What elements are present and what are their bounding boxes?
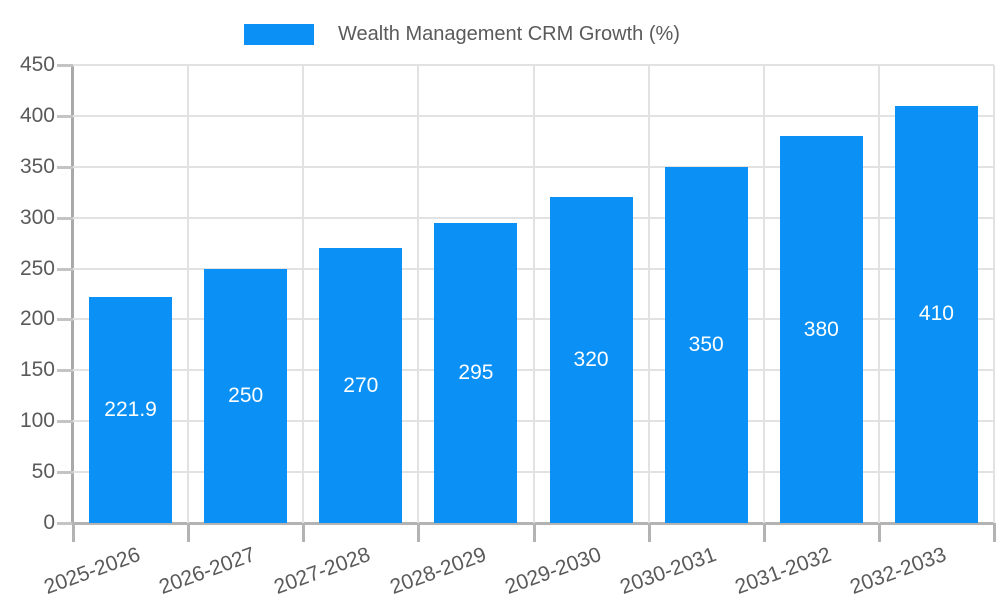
v-gridline (993, 65, 995, 523)
x-tick-mark (302, 523, 306, 542)
y-tick-label: 200 (19, 307, 55, 331)
bar-value-label: 380 (803, 317, 839, 341)
bar-value-label: 320 (573, 348, 609, 372)
y-tick-mark (57, 165, 73, 169)
x-tick-label: 2029-2030 (501, 543, 604, 599)
bar (319, 248, 403, 523)
bar-value-label: 350 (688, 332, 724, 356)
legend: Wealth Management CRM Growth (%) (244, 23, 680, 46)
bar-value-label: 410 (918, 302, 954, 326)
bar (434, 222, 518, 523)
y-tick-mark (57, 471, 73, 475)
legend-label: Wealth Management CRM Growth (%) (338, 23, 680, 45)
bar-value-label: 295 (458, 360, 494, 384)
y-axis-line (71, 65, 74, 523)
v-gridline (647, 65, 650, 523)
v-gridline (532, 65, 535, 523)
y-tick-label: 300 (19, 205, 55, 229)
y-tick-label: 250 (19, 256, 55, 280)
y-tick-mark (57, 267, 73, 271)
x-tick-mark (993, 523, 996, 542)
bar (894, 105, 978, 523)
y-tick-label: 150 (19, 358, 55, 382)
v-gridline (302, 65, 305, 523)
x-tick-label: 2032-2033 (847, 543, 950, 599)
x-tick-label: 2028-2029 (386, 543, 489, 599)
bar-value-label: 250 (228, 383, 264, 407)
x-tick-label: 2031-2032 (731, 543, 835, 599)
y-tick-mark (57, 420, 73, 424)
x-tick-label: 2027-2028 (271, 543, 374, 599)
y-tick-mark (57, 522, 73, 525)
y-tick-mark (57, 369, 73, 373)
bar (664, 166, 748, 523)
v-gridline (762, 65, 765, 523)
y-tick-mark (57, 114, 73, 118)
y-tick-mark (57, 216, 73, 220)
bar (89, 297, 173, 523)
x-tick-mark (877, 523, 881, 542)
bar-value-label: 270 (343, 373, 379, 397)
y-tick-mark (57, 318, 73, 322)
y-tick-label: 450 (19, 53, 55, 76)
bar-value-label: 221.9 (104, 398, 157, 422)
v-gridline (877, 65, 880, 523)
x-tick-mark (762, 523, 766, 542)
y-tick-label: 50 (31, 460, 55, 484)
v-gridline (417, 65, 420, 523)
x-tick-label: 2030-2031 (616, 543, 720, 599)
y-tick-label: 400 (19, 103, 55, 127)
x-tick-mark (532, 523, 536, 542)
x-tick-label: 2025-2026 (41, 543, 144, 599)
y-tick-mark (57, 64, 73, 67)
plot-area: 221.9 250 270 295 320 350 380 410 (73, 64, 995, 523)
y-tick-label: 100 (19, 409, 55, 433)
y-tick-label: 0 (43, 511, 55, 534)
legend-swatch (244, 24, 314, 45)
bar (204, 268, 288, 523)
bar (779, 136, 863, 523)
x-tick-mark (72, 523, 75, 542)
x-tick-label: 2026-2027 (156, 543, 259, 599)
y-tick-label: 350 (19, 154, 55, 178)
x-tick-mark (647, 523, 651, 542)
x-tick-mark (187, 523, 191, 542)
x-tick-mark (417, 523, 421, 542)
bar (549, 197, 633, 523)
v-gridline (187, 65, 190, 523)
